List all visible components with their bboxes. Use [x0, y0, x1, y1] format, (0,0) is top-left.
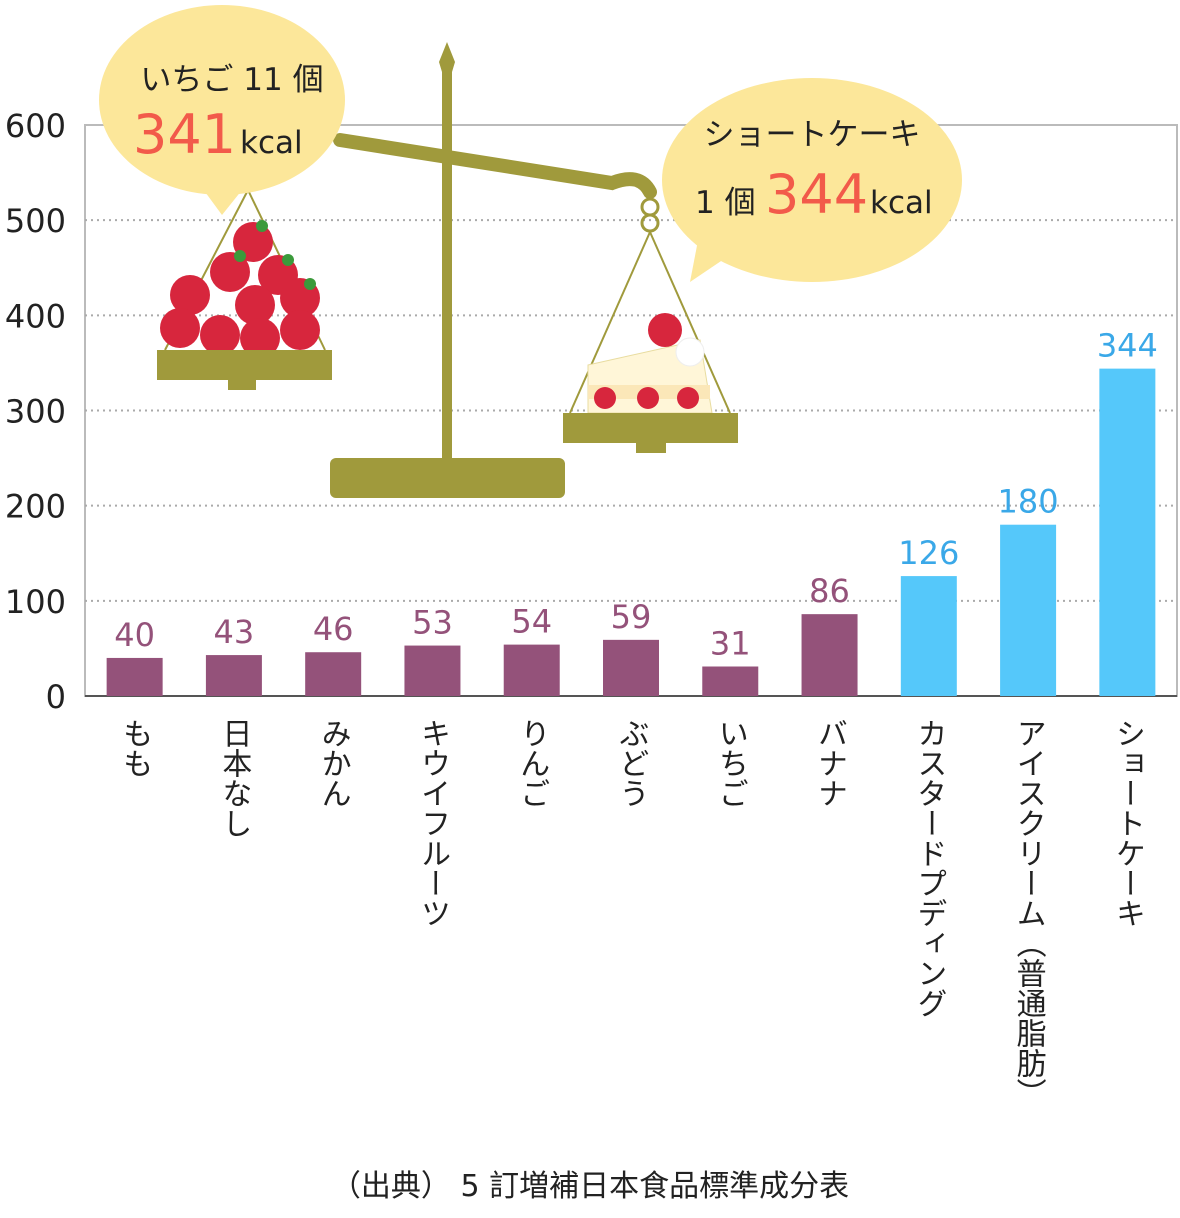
x-tick-label: バナナ [812, 718, 847, 808]
scale-illustration [99, 5, 962, 498]
y-tick-label: 300 [5, 393, 66, 431]
bar [404, 645, 461, 696]
bar [1099, 368, 1156, 696]
x-tick-label: カスタードプディング [911, 718, 946, 1018]
plot: 0 100 200 300 400 500 600 もも 40 日本なし 43 みかん 46 キウイフルー… [5, 107, 1178, 1108]
value-label: 43 [214, 613, 255, 651]
annotation-value: 344 [765, 163, 868, 226]
bar [603, 639, 659, 696]
annotation-count: 1 個 [695, 185, 756, 221]
bar [106, 657, 163, 696]
bar [305, 652, 362, 696]
value-label: 53 [412, 604, 453, 642]
value-label: 180 [998, 483, 1059, 521]
source: （出典） 5 訂増補日本食品標準成分表 [331, 1169, 849, 1204]
bar [702, 666, 759, 696]
annotation-unit: kcal [240, 125, 303, 161]
annotation-unit: kcal [870, 185, 933, 221]
annotation-label: いちご 11 個 [140, 62, 323, 98]
value-label: 46 [313, 610, 354, 648]
value-label: 86 [809, 572, 850, 610]
y-tick-label: 0 [46, 678, 66, 716]
value-label: 54 [511, 603, 552, 641]
annotation-value: 341 [133, 103, 236, 166]
value-label: 344 [1097, 327, 1158, 365]
value-label: 126 [898, 534, 959, 572]
x-tick-label: もも [117, 718, 152, 778]
value-label: 59 [611, 598, 652, 636]
x-tick-label: みかん [316, 718, 351, 808]
x-tick-label: キウイフルーツ [415, 718, 450, 928]
y-tick-label: 500 [5, 202, 66, 240]
y-tick-label: 100 [5, 583, 66, 621]
y-tick-label: 200 [5, 488, 66, 526]
x-tick-label: アイスクリーム（普通脂肪） [1011, 718, 1047, 1108]
value-label: 31 [710, 624, 751, 662]
x-tick-label: ショートケーキ [1110, 718, 1145, 928]
x-tick-label: りんご [514, 718, 549, 808]
x-tick-label: 日本なし [216, 718, 251, 838]
x-tick-label: ぶどう [614, 718, 650, 808]
bar [900, 576, 957, 696]
x-tick-label: いちご [713, 718, 748, 808]
value-label: 40 [114, 616, 155, 654]
bar [1000, 524, 1057, 696]
bar [801, 614, 858, 696]
y-tick-label: 400 [5, 297, 66, 335]
y-tick-label: 600 [5, 107, 66, 145]
bar [503, 644, 560, 696]
annotation-label: ショートケーキ [704, 117, 921, 153]
bar [205, 655, 262, 696]
